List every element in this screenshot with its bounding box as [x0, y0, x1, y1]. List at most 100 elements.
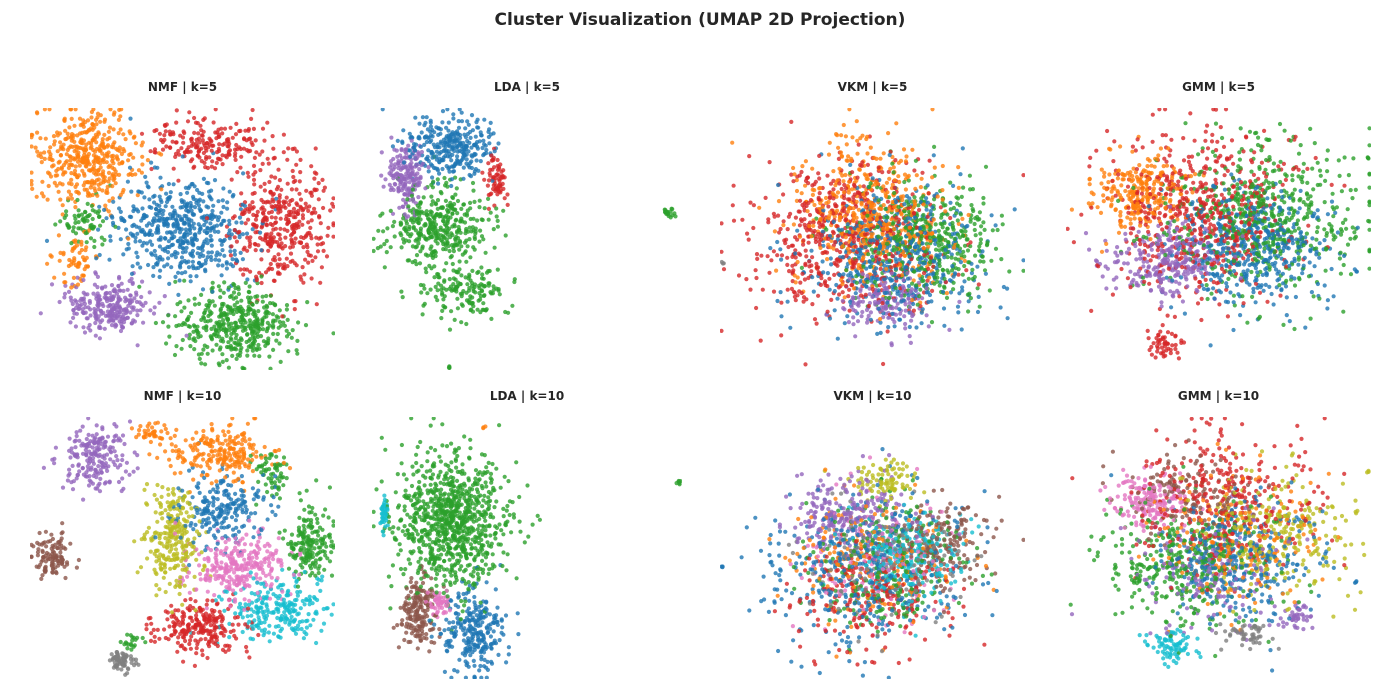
scatter-point-cluster-3	[192, 115, 197, 121]
scatter-point-cluster-0	[131, 208, 136, 214]
scatter-point-cluster-2	[459, 206, 464, 211]
scatter-plot	[30, 108, 335, 370]
scatter-point-cluster-0	[196, 245, 201, 251]
scatter-point-cluster-3	[210, 159, 215, 164]
scatter-point-cluster-0	[897, 257, 902, 262]
scatter-point-cluster-0	[187, 184, 192, 189]
scatter-point-cluster-1	[48, 145, 53, 150]
scatter-point-cluster-3	[213, 130, 218, 135]
scatter-point-cluster-3	[167, 129, 172, 134]
scatter-point-cluster-0	[157, 215, 162, 220]
scatter-point-cluster-2	[912, 195, 917, 200]
scatter-point-cluster-2	[993, 246, 999, 251]
scatter-point-cluster-3	[868, 172, 873, 177]
scatter-point-cluster-3	[278, 206, 283, 211]
scatter-point-cluster-0	[157, 274, 162, 280]
scatter-point-cluster-2	[421, 211, 426, 216]
scatter-point-cluster-2	[450, 211, 455, 216]
scatter-point-cluster-3	[763, 195, 768, 200]
scatter-point-cluster-2	[467, 237, 472, 242]
scatter-point-cluster-3	[185, 119, 191, 124]
scatter-point-cluster-1	[844, 158, 849, 163]
scatter-point-cluster-1	[838, 150, 844, 155]
scatter-point-cluster-3	[228, 253, 233, 258]
scatter-point-cluster-2	[977, 244, 982, 249]
scatter-point-cluster-1	[829, 238, 834, 243]
scatter-point-cluster-3	[153, 150, 158, 155]
scatter-point-cluster-3	[257, 152, 262, 157]
scatter-point-cluster-2	[234, 295, 239, 300]
scatter-point-cluster-3	[740, 217, 745, 222]
scatter-point-cluster-2	[876, 250, 881, 255]
scatter-point-cluster-3	[487, 171, 492, 176]
scatter-point-cluster-0	[213, 257, 218, 262]
scatter-point-cluster-3	[266, 267, 271, 272]
scatter-point-cluster-3	[801, 238, 806, 243]
scatter-point-cluster-0	[904, 248, 909, 253]
scatter-point-cluster-3	[806, 240, 811, 245]
scatter-point-cluster-0	[144, 180, 149, 185]
scatter-point-cluster-3	[268, 261, 273, 267]
scatter-point-cluster-0	[225, 206, 230, 211]
scatter-point-cluster-0	[160, 257, 165, 262]
scatter-point-cluster-2	[415, 203, 420, 208]
scatter-point-cluster-0	[102, 207, 107, 212]
scatter-point-cluster-1	[56, 166, 61, 172]
scatter-point-cluster-2	[295, 351, 300, 356]
scatter-point-cluster-2	[229, 293, 234, 298]
scatter-point-cluster-2	[441, 228, 446, 233]
scatter-point-cluster-0	[222, 218, 227, 223]
scatter-point-cluster-0	[192, 184, 197, 189]
scatter-point-cluster-3	[235, 170, 240, 175]
scatter-point-cluster-3	[331, 196, 335, 201]
scatter-point-cluster-4	[125, 287, 130, 292]
scatter-point-cluster-4	[406, 171, 411, 176]
scatter-point-cluster-2	[399, 245, 404, 250]
scatter-point-cluster-4	[95, 299, 101, 304]
scatter-point-cluster-3	[301, 280, 306, 285]
scatter-point-cluster-2	[983, 164, 989, 169]
scatter-point-cluster-0	[983, 271, 988, 276]
scatter-point-cluster-4	[71, 308, 76, 313]
scatter-point-cluster-3	[817, 191, 822, 196]
scatter-point-cluster-2	[482, 283, 488, 289]
scatter-point-cluster-4	[108, 302, 113, 307]
scatter-point-cluster-3	[268, 190, 273, 195]
scatter-point-cluster-0	[163, 236, 168, 241]
scatter-point-cluster-1	[88, 185, 93, 190]
scatter-point-cluster-2	[447, 277, 452, 282]
scatter-point-cluster-1	[843, 214, 848, 219]
scatter-point-cluster-1	[76, 260, 82, 265]
scatter-point-cluster-3	[502, 196, 507, 201]
scatter-point-cluster-1	[131, 135, 136, 140]
scatter-point-cluster-2	[459, 244, 464, 249]
scatter-point-cluster-3	[284, 256, 289, 261]
scatter-point-cluster-3	[312, 206, 317, 211]
scatter-point-cluster-0	[195, 251, 200, 256]
scatter-point-cluster-3	[746, 237, 751, 242]
scatter-point-cluster-0	[437, 151, 442, 156]
scatter-point-cluster-3	[778, 226, 783, 232]
scatter-point-cluster-1	[93, 188, 98, 193]
scatter-point-cluster-3	[170, 139, 175, 144]
scatter-point-cluster-2	[160, 320, 166, 325]
scatter-point-cluster-0	[966, 299, 971, 304]
scatter-point-cluster-2	[73, 216, 78, 221]
scatter-point-cluster-3	[314, 302, 319, 307]
scatter-point-cluster-3	[203, 165, 208, 170]
scatter-point-cluster-1	[107, 125, 113, 130]
scatter-point-cluster-0	[446, 120, 451, 125]
scatter-point-cluster-4	[85, 316, 90, 321]
scatter-point-cluster-2	[462, 240, 468, 245]
scatter-point-cluster-2	[193, 338, 198, 344]
scatter-point-cluster-3	[174, 108, 179, 113]
scatter-point-cluster-2	[479, 217, 484, 222]
scatter-point-cluster-2	[409, 216, 414, 221]
scatter-point-cluster-1	[95, 193, 100, 198]
scatter-point-cluster-0	[456, 161, 461, 166]
scatter-point-cluster-3	[294, 221, 299, 226]
scatter-point-cluster-2	[427, 263, 432, 268]
scatter-point-cluster-1	[791, 165, 796, 171]
scatter-point-cluster-0	[178, 236, 183, 241]
scatter-point-cluster-0	[449, 183, 454, 189]
